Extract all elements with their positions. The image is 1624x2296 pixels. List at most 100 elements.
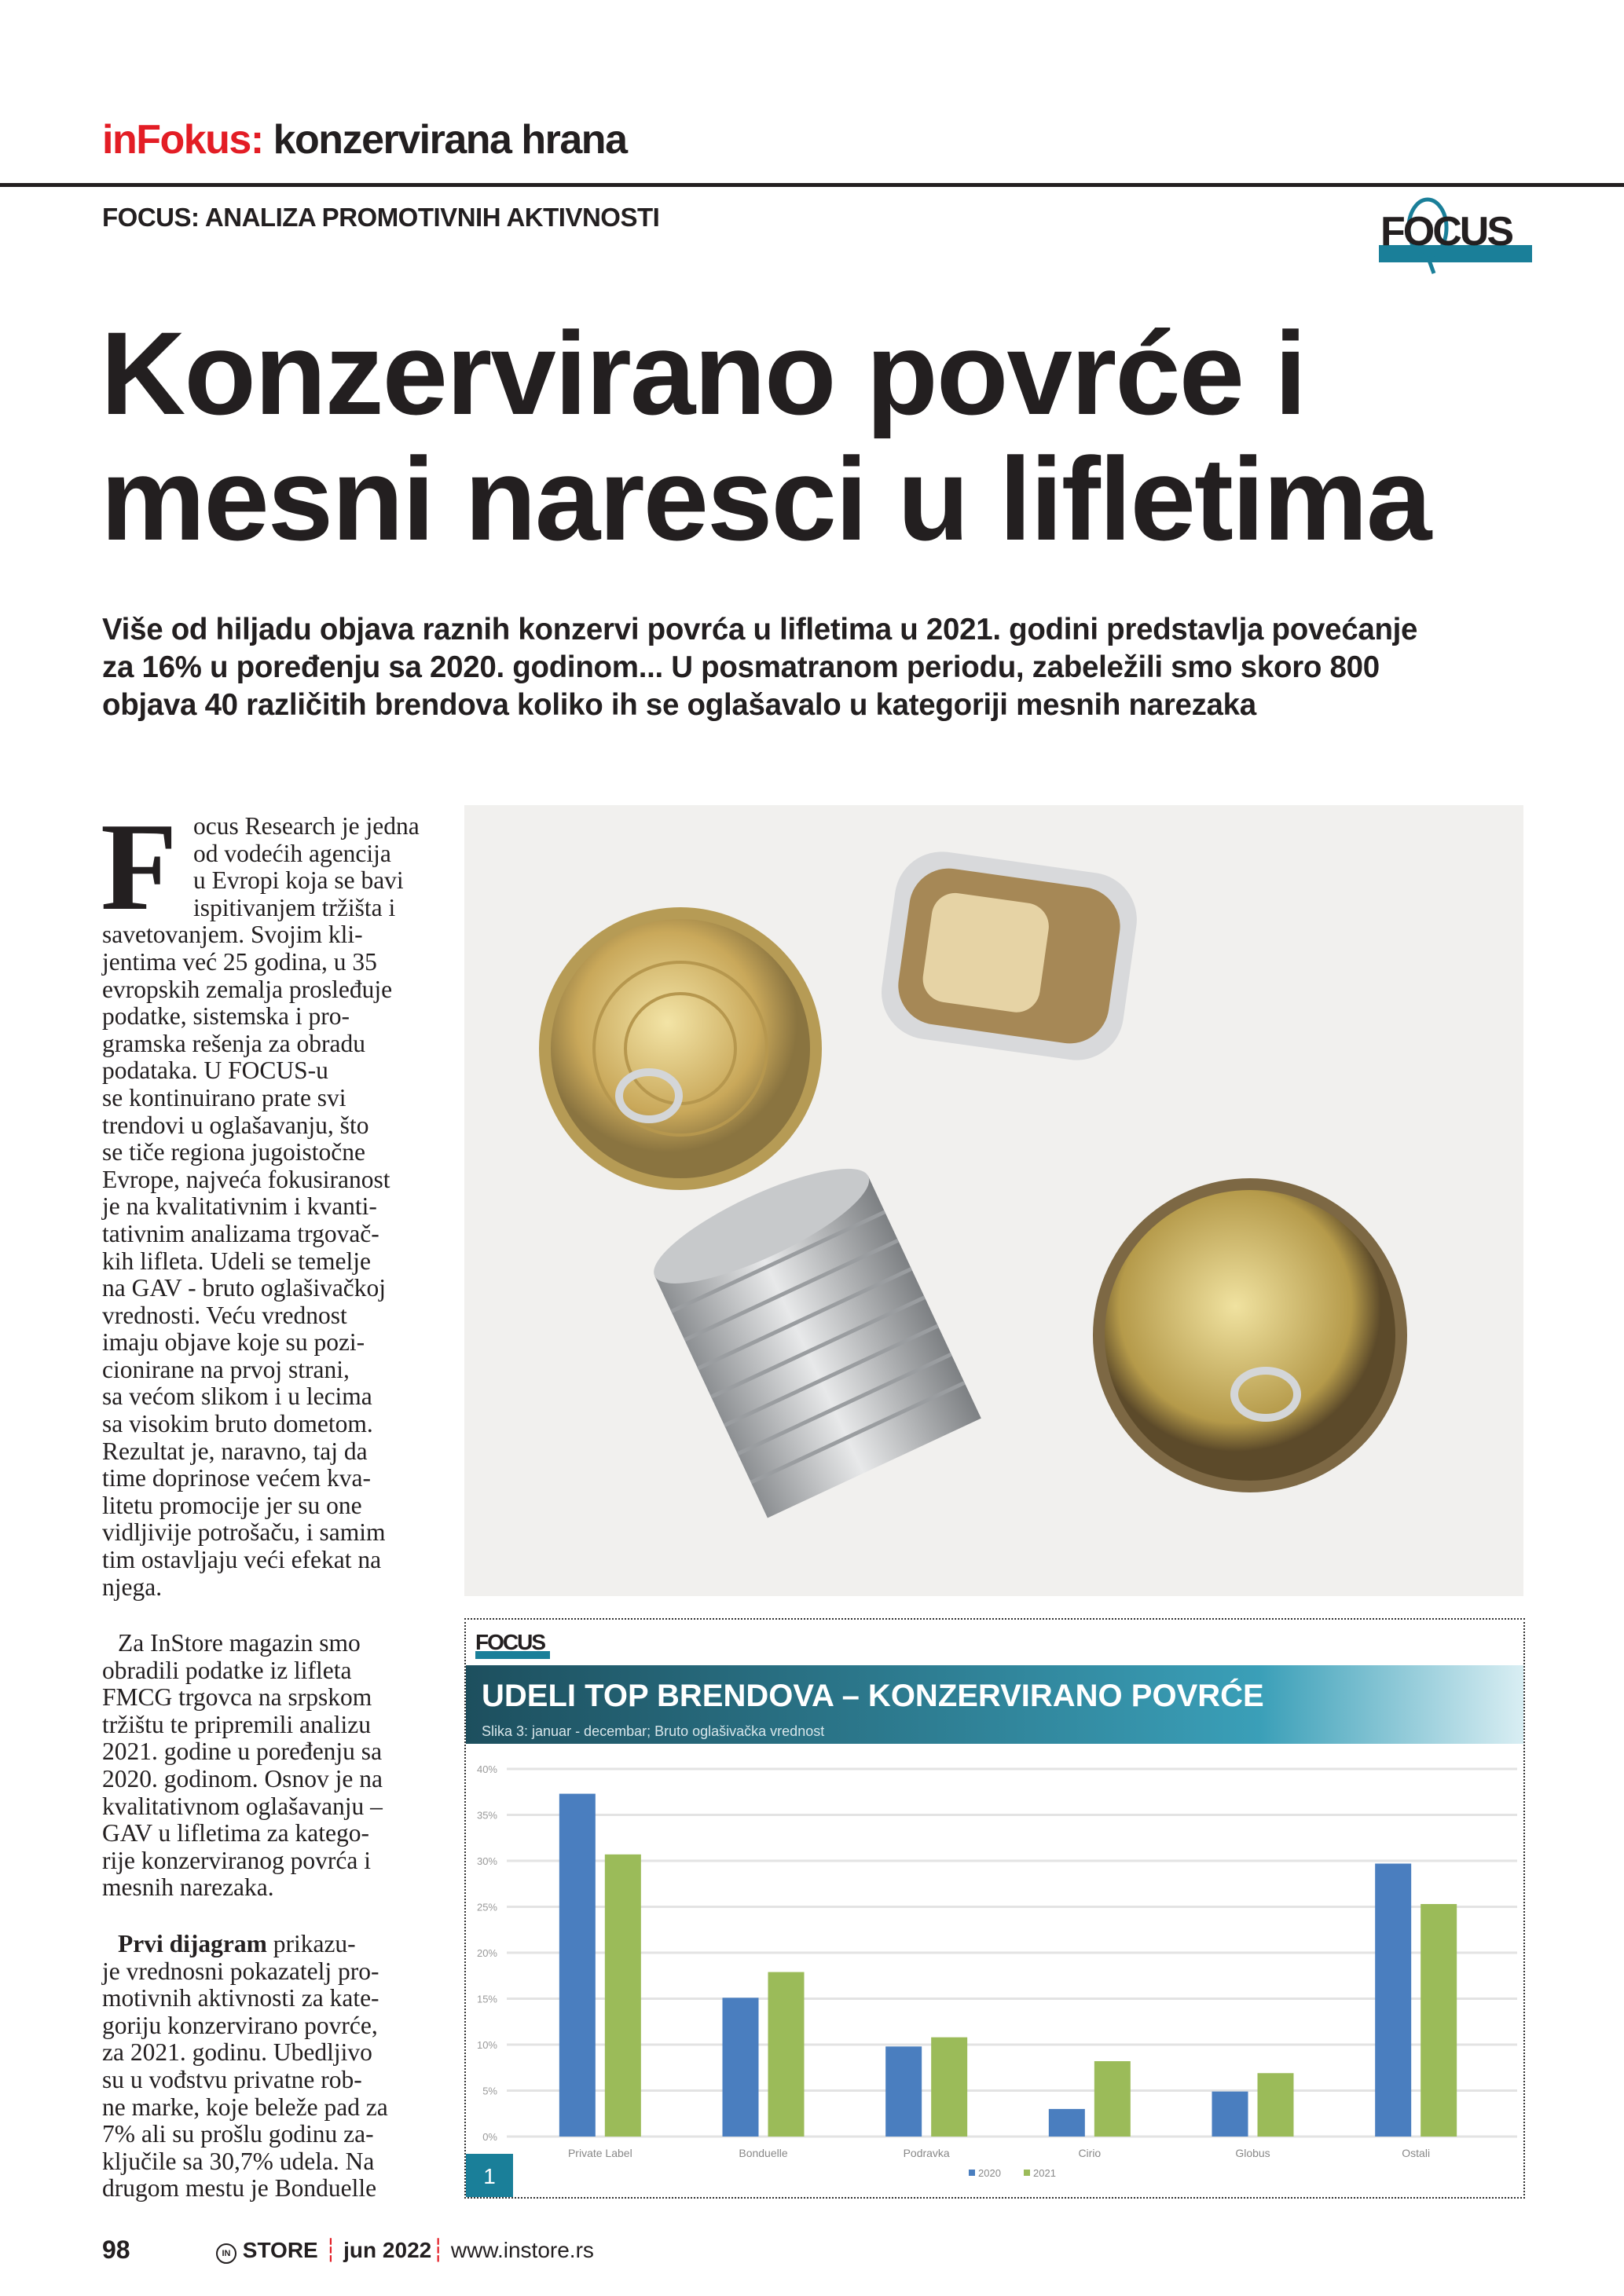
bar-2020-podravka: [885, 2046, 922, 2137]
bar-2020-ostali: [1375, 1863, 1412, 2137]
body-line: podataka. U FOCUS-u: [102, 1056, 328, 1085]
body-line: 2021. godine u poređenju sa: [102, 1738, 383, 1766]
body-line: sa većom slikom i u lecima: [102, 1382, 372, 1411]
body-line: je na kvalitativnim i kvanti-: [102, 1192, 377, 1221]
y-tick-label: 15%: [477, 1994, 497, 2005]
focus-logo-text: FOCUS: [1380, 209, 1512, 255]
body-line: tim ostavljaju veći efekat na: [102, 1546, 382, 1574]
bar-2020-private-label: [559, 1793, 596, 2137]
chart-figure: FOCUS UDELI TOP BRENDOVA – KONZERVIRANO …: [464, 1618, 1525, 2199]
deck-line: Više od hiljadu objava raznih konzervi p…: [102, 613, 1418, 646]
body-line: 7% ali su prošlu godinu za-: [102, 2120, 374, 2148]
footer-divider: ┆: [324, 2238, 338, 2262]
body-line: se tiče regiona jugoistočne: [102, 1138, 366, 1166]
body-line: FMCG trgovca na srpskom: [102, 1683, 372, 1712]
body-line: ispitivanjem tržišta i: [193, 893, 396, 921]
y-tick-label: 25%: [477, 1902, 497, 1913]
footer-issue: jun 2022: [343, 2238, 432, 2262]
body-line: ključile sa 30,7% udela. Na: [102, 2147, 375, 2175]
y-tick-label: 40%: [477, 1763, 497, 1775]
canned-food-photo: [464, 805, 1523, 1596]
body-line: Za InStore magazin smo: [118, 1629, 361, 1657]
y-tick-label: 35%: [477, 1810, 497, 1822]
body-line: trendovi u oglašavanju, što: [102, 1111, 369, 1139]
headline-line-2: mesni naresci u lifletima: [101, 433, 1432, 565]
body-line: GAV u lifletima za katego-: [102, 1819, 369, 1847]
drop-cap: F: [101, 814, 178, 919]
body-line: Evrope, najveća fokusiranost: [102, 1165, 390, 1193]
headline-line-1: Konzervirano povrće i: [101, 307, 1307, 439]
body-line: motivnih aktivnosti za kate-: [102, 1984, 379, 2012]
body-line: od vodećih agencija: [193, 839, 391, 867]
body-line: 2020. godinom. Osnov je na: [102, 1764, 383, 1792]
header-rule: [0, 183, 1624, 187]
legend-swatch: [1024, 2170, 1030, 2176]
body-line: se kontinuirano prate svi: [102, 1083, 346, 1111]
bar-2020-cirio: [1048, 2108, 1085, 2137]
body-line: tržištu te pripremili analizu: [102, 1710, 372, 1738]
bar-2020-globus: [1212, 2091, 1248, 2137]
body-line: cionirane na prvoj strani,: [102, 1355, 350, 1383]
figure-number-badge: [466, 2154, 513, 2197]
x-tick-label: Private Label: [568, 2147, 632, 2159]
x-tick-label: Globus: [1235, 2147, 1270, 2159]
chart-title: UDELI TOP BRENDOVA – KONZERVIRANO POVRĆE: [482, 1677, 1264, 1713]
body-line: prikazu-: [266, 1930, 356, 1957]
bar-2020-bonduelle: [722, 1998, 759, 2137]
chart-focus-logo: FOCUS: [475, 1630, 550, 1659]
body-line: je vrednosni pokazatelj pro-: [102, 1957, 379, 1985]
instore-logo-icon: IN: [216, 2243, 236, 2264]
bar-2021-ostali: [1421, 1903, 1457, 2137]
body-line: tativnim analizama trgovač-: [102, 1219, 379, 1247]
bar-2021-cirio: [1094, 2061, 1131, 2137]
bold-lead: Prvi dijagram: [118, 1930, 267, 1957]
body-line: vrednosti. Veću vrednost: [102, 1301, 347, 1329]
body-line: rije konzerviranog povrća i: [102, 1846, 371, 1874]
body-line: drugom mestu je Bonduelle: [102, 2174, 377, 2203]
body-line: njega.: [102, 1573, 163, 1601]
bar-chart: FOCUS UDELI TOP BRENDOVA – KONZERVIRANO …: [466, 1626, 1523, 2197]
body-line: jentima već 25 godina, u 35: [102, 947, 377, 976]
kicker-topic: konzervirana hrana: [273, 117, 628, 163]
section-label: FOCUS: ANALIZA PROMOTIVNIH AKTIVNOSTI: [102, 203, 660, 232]
body-line: imaju objave koje su pozi-: [102, 1328, 365, 1357]
bar-2021-bonduelle: [768, 1972, 805, 2137]
body-line: gramska rešenja za obradu: [102, 1029, 365, 1057]
bar-2021-podravka: [931, 2037, 968, 2137]
figure-number: 1: [483, 2164, 496, 2188]
deck-line: za 16% u poređenju sa 2020. godinom... U…: [102, 650, 1380, 684]
y-tick-label: 0%: [482, 2131, 497, 2143]
chart-title-band: [466, 1665, 1523, 1744]
page-number: 98: [102, 2236, 130, 2264]
body-line: za 2021. godinu. Ubedljivo: [102, 2038, 372, 2067]
legend-label: 2020: [978, 2167, 1001, 2179]
y-tick-label: 30%: [477, 1855, 497, 1867]
body-line: goriju konzervirano povrće,: [102, 2011, 378, 2039]
body-line: savetovanjem. Svojim kli-: [102, 921, 363, 949]
body-paragraph-2: Za InStore magazin smo obradili podatke i…: [102, 1629, 444, 1902]
x-tick-label: Cirio: [1078, 2147, 1101, 2159]
body-line: ocus Research je jedna: [193, 812, 420, 840]
footer-brand: STORE: [242, 2238, 318, 2262]
body-line: Rezultat je, naravno, taj da: [102, 1437, 368, 1465]
y-tick-label: 10%: [477, 2039, 497, 2051]
bar-2021-globus: [1257, 2073, 1294, 2137]
x-tick-label: Bonduelle: [739, 2147, 787, 2159]
body-paragraph-3: Prvi dijagram prikazu- je vrednosni poka…: [102, 1930, 444, 2203]
body-line: vidljivije potrošaču, i samim: [102, 1518, 386, 1547]
body-paragraph-1: ocus Research je jedna od vodećih agencij…: [102, 812, 444, 1601]
footer-url[interactable]: www.instore.rs: [450, 2238, 594, 2262]
body-line: mesnih narezaka.: [102, 1873, 274, 1902]
y-tick-label: 5%: [482, 2085, 497, 2097]
bar-2021-private-label: [604, 1854, 641, 2137]
body-line: litetu promocije jer su one: [102, 1491, 362, 1519]
body-line: u Evropi koja se bavi: [193, 866, 404, 895]
kicker-brand: inFokus:: [102, 117, 264, 163]
focus-logo: FOCUS: [1379, 197, 1532, 274]
body-line: ne marke, koje beleže pad za: [102, 2093, 388, 2121]
x-tick-label: Podravka: [904, 2147, 950, 2159]
legend-swatch: [969, 2170, 975, 2176]
body-line: na GAV - bruto oglašivačkoj: [102, 1274, 387, 1302]
body-line: time doprinose većem kva-: [102, 1464, 372, 1492]
deck-line: objava 40 različitih brendova koliko ih …: [102, 688, 1256, 722]
